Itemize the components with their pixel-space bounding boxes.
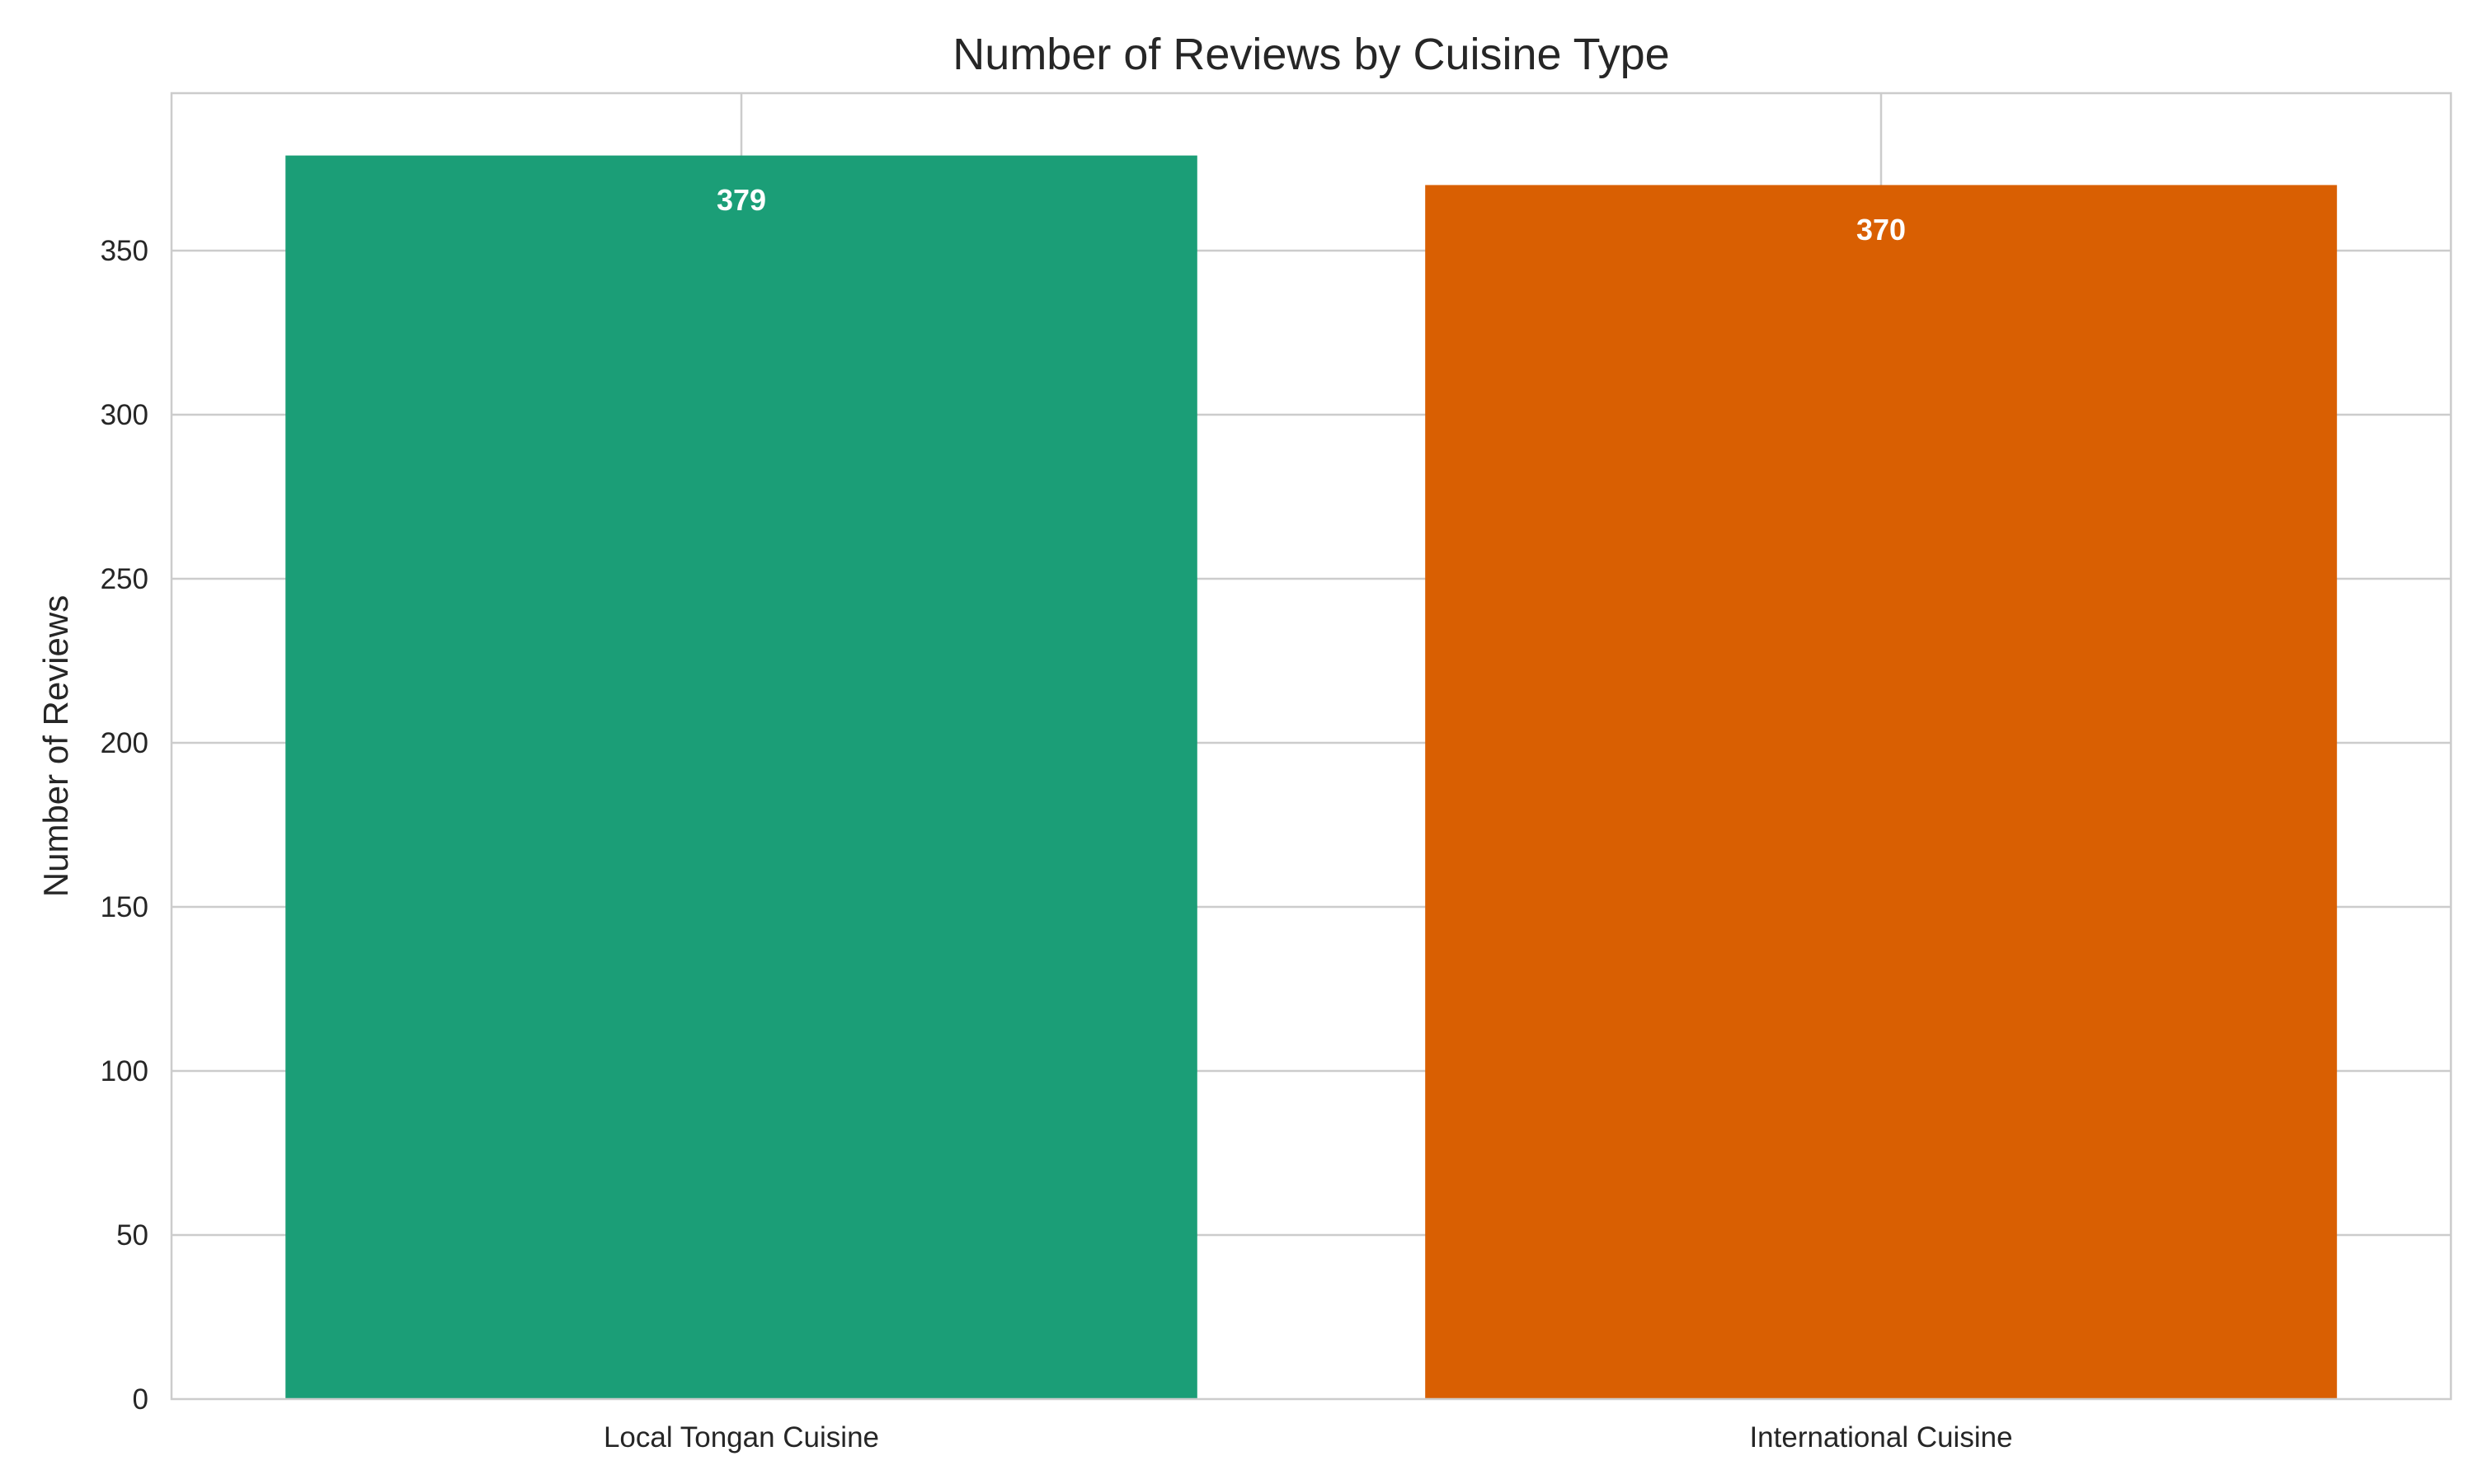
bars xyxy=(285,155,2337,1400)
y-tick-label: 250 xyxy=(101,563,148,595)
bar xyxy=(1425,185,2337,1400)
x-tick-label: Local Tongan Cuisine xyxy=(604,1421,879,1453)
plot-frame xyxy=(170,92,2453,1401)
y-tick-label: 50 xyxy=(116,1219,148,1252)
y-tick-label: 350 xyxy=(101,235,148,267)
y-axis-label: Number of Reviews xyxy=(36,595,75,897)
data-labels: 379 370 xyxy=(717,183,1906,247)
y-tick-label: 0 xyxy=(133,1383,148,1416)
data-label: 370 xyxy=(1856,213,1906,247)
y-tick-label: 150 xyxy=(101,891,148,923)
y-tick-label: 100 xyxy=(101,1055,148,1087)
y-tick-label: 300 xyxy=(101,399,148,431)
y-tick-label: 200 xyxy=(101,727,148,759)
x-tick-label: International Cuisine xyxy=(1749,1421,2012,1453)
bar xyxy=(285,155,1197,1400)
chart-title: Number of Reviews by Cuisine Type xyxy=(952,30,1669,79)
data-label: 379 xyxy=(717,183,766,217)
tick-labels: 0 50 100 150 200 250 300 350 Local Tongan Cuisin… xyxy=(101,235,2013,1453)
